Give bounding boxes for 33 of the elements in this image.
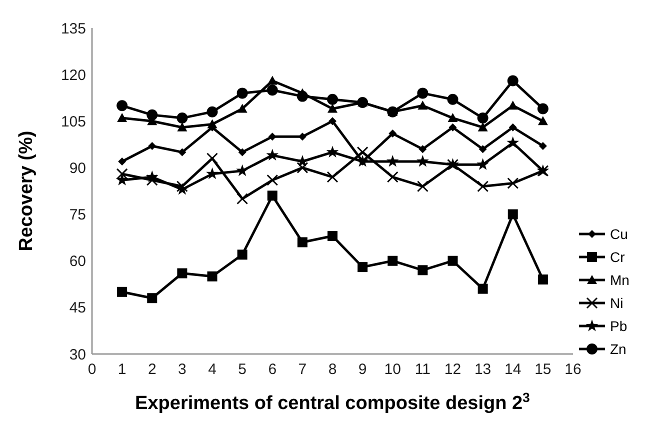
y-tick-label: 90 [69, 160, 86, 177]
y-tick-label: 135 [60, 20, 86, 38]
x-tick-label: 5 [238, 361, 246, 378]
x-tick-label: 16 [564, 361, 582, 378]
x-tick-label: 6 [268, 361, 277, 378]
x-tick-label: 1 [118, 361, 126, 378]
y-tick-label: 30 [69, 346, 86, 364]
x-tick-label: 8 [328, 361, 337, 378]
x-tick-label: 9 [358, 361, 367, 378]
y-tick-label: 120 [60, 66, 86, 84]
x-tick-label: 14 [504, 361, 522, 378]
legend-label: Zn [610, 340, 626, 357]
y-tick-label: 45 [69, 300, 86, 317]
legend-label: Ni [610, 294, 624, 311]
x-tick-label: 3 [178, 361, 186, 378]
y-tick-label: 105 [60, 113, 86, 130]
x-tick-label: 11 [414, 361, 430, 378]
legend-label: Cr [610, 248, 626, 265]
y-axis-title: Recovery (%) [16, 130, 37, 252]
x-tick-label: 2 [148, 361, 156, 378]
y-tick-label: 60 [69, 253, 86, 270]
x-tick-label: 7 [298, 361, 307, 378]
y-tick-label: 75 [69, 206, 86, 224]
legend-label: Cu [610, 226, 628, 242]
x-tick-label: 4 [208, 361, 216, 378]
x-tick-label: 15 [534, 361, 552, 378]
legend-label: Mn [610, 272, 630, 288]
x-tick-label: 13 [474, 361, 492, 378]
legend-label: Pb [610, 318, 628, 334]
x-tick-label: 10 [384, 361, 401, 378]
x-tick-label: 12 [444, 361, 462, 378]
x-axis-title: Experiments of central composite design 2$^{3}$ [135, 390, 530, 414]
x-tick-label: 0 [88, 361, 96, 378]
